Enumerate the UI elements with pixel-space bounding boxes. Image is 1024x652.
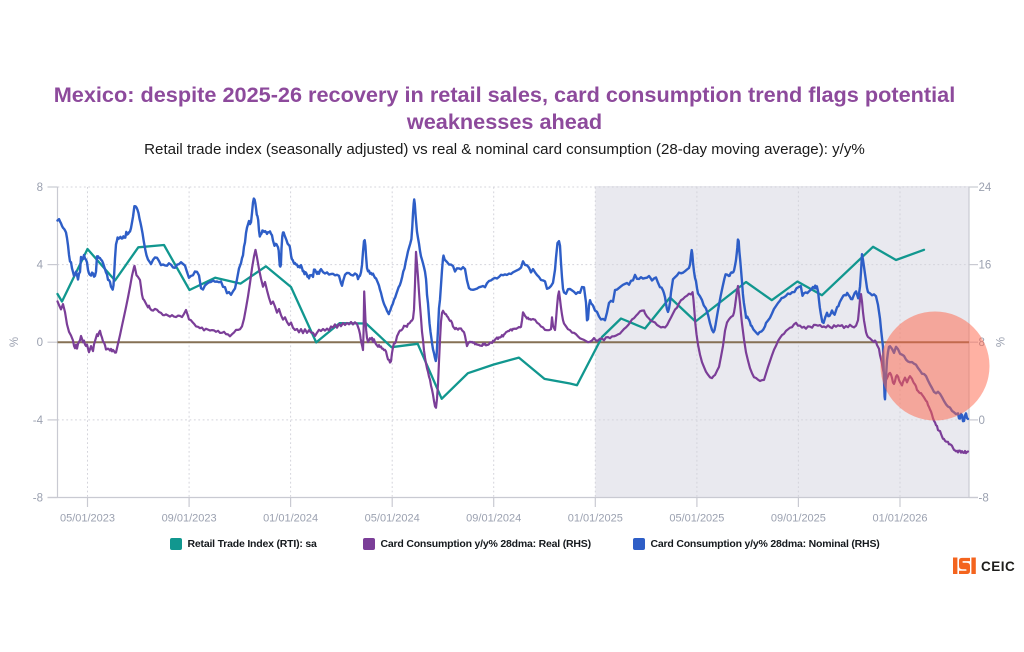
- svg-text:0: 0: [37, 337, 43, 349]
- svg-text:0: 0: [979, 415, 985, 427]
- svg-text:-8: -8: [979, 493, 989, 505]
- svg-text:01/01/2024: 01/01/2024: [263, 513, 318, 525]
- svg-text:%: %: [9, 337, 21, 347]
- svg-text:CEIC: CEIC: [981, 559, 1015, 574]
- svg-text:24: 24: [979, 182, 992, 194]
- svg-text:05/01/2025: 05/01/2025: [669, 513, 724, 525]
- svg-text:09/01/2023: 09/01/2023: [162, 513, 217, 525]
- svg-text:01/01/2025: 01/01/2025: [568, 513, 623, 525]
- svg-text:4: 4: [37, 260, 44, 272]
- svg-text:01/01/2026: 01/01/2026: [872, 513, 927, 525]
- svg-text:-8: -8: [33, 493, 43, 505]
- svg-text:-4: -4: [33, 415, 44, 427]
- svg-text:16: 16: [979, 260, 992, 272]
- svg-text:05/01/2024: 05/01/2024: [365, 513, 420, 525]
- svg-text:8: 8: [37, 182, 43, 194]
- svg-text:%: %: [996, 337, 1008, 347]
- svg-text:09/01/2024: 09/01/2024: [466, 513, 521, 525]
- svg-text:09/01/2025: 09/01/2025: [771, 513, 826, 525]
- svg-text:05/01/2023: 05/01/2023: [60, 513, 115, 525]
